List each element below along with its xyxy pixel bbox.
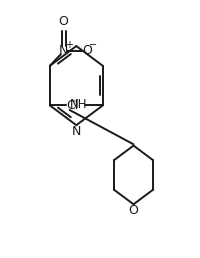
Text: N: N: [72, 125, 81, 138]
Text: −: −: [89, 40, 97, 50]
Text: N: N: [59, 44, 68, 57]
Text: O: O: [59, 15, 69, 28]
Text: O: O: [82, 44, 92, 57]
Text: NH: NH: [70, 98, 87, 111]
Text: +: +: [65, 41, 73, 50]
Text: Cl: Cl: [66, 99, 78, 112]
Text: O: O: [129, 204, 138, 217]
